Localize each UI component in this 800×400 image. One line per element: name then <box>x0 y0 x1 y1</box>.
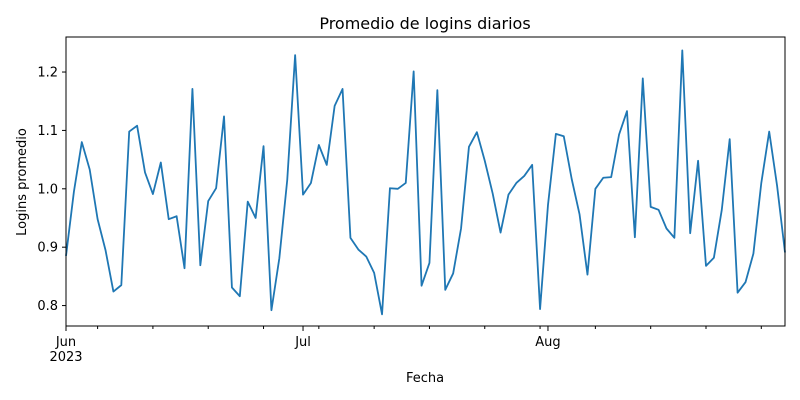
x-axis-label: Fecha <box>406 371 444 386</box>
x-tick-label: Aug <box>535 335 560 350</box>
y-tick-label: 0.8 <box>37 299 58 314</box>
series-line-0 <box>65 49 786 316</box>
plot-frame <box>65 36 786 327</box>
x-tick-sublabel: 2023 <box>49 350 82 365</box>
y-tick-label: 1.2 <box>37 66 58 81</box>
y-axis-label: Logins promedio <box>15 128 30 236</box>
y-tick-label: 1.1 <box>37 124 58 139</box>
x-tick-label: Jul <box>294 335 311 350</box>
y-tick-label: 1.0 <box>37 182 58 197</box>
x-tick-label: Jun <box>55 335 76 350</box>
chart-title: Promedio de logins diarios <box>319 14 530 33</box>
y-tick-label: 0.9 <box>37 241 58 256</box>
